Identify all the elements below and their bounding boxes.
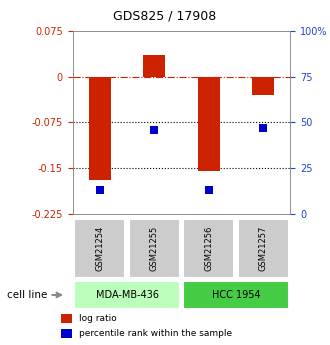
Text: GSM21256: GSM21256: [204, 226, 213, 271]
Text: HCC 1954: HCC 1954: [212, 290, 260, 300]
Bar: [89, 77, 111, 180]
Bar: [61, 329, 72, 338]
Text: GSM21257: GSM21257: [259, 226, 268, 271]
Text: cell line: cell line: [7, 290, 47, 300]
Text: MDA-MB-436: MDA-MB-436: [96, 290, 158, 300]
Text: GSM21255: GSM21255: [150, 226, 159, 271]
Text: GDS825 / 17908: GDS825 / 17908: [114, 9, 216, 22]
Bar: [183, 219, 234, 278]
Point: [97, 187, 102, 193]
Text: GSM21254: GSM21254: [95, 226, 104, 271]
Text: log ratio: log ratio: [79, 314, 117, 323]
Bar: [143, 56, 165, 77]
Point: [151, 127, 157, 132]
Bar: [74, 281, 180, 309]
Bar: [74, 219, 125, 278]
Bar: [198, 77, 220, 171]
Text: percentile rank within the sample: percentile rank within the sample: [79, 329, 232, 338]
Bar: [238, 219, 289, 278]
Point: [206, 187, 211, 193]
Bar: [252, 77, 274, 95]
Point: [260, 125, 266, 131]
Bar: [183, 281, 289, 309]
Bar: [61, 314, 72, 323]
Bar: [129, 219, 180, 278]
